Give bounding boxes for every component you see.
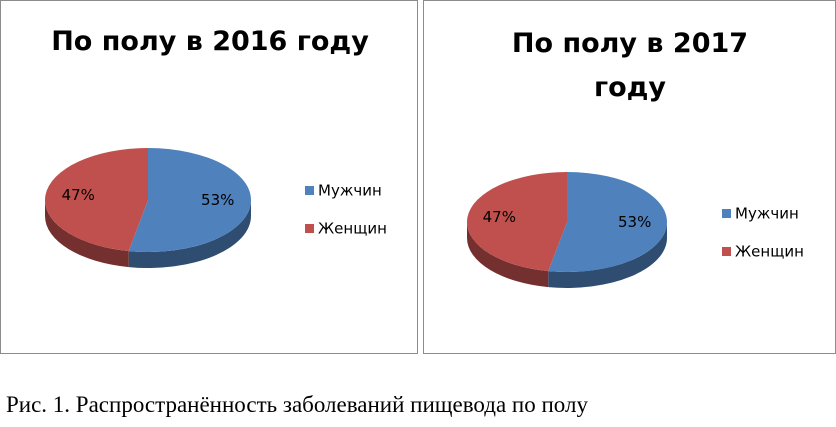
- pie-slice: [128, 148, 252, 252]
- data-label: 47%: [483, 208, 516, 226]
- legend-swatch: [722, 209, 731, 218]
- legend-swatch: [722, 247, 731, 256]
- chart-title: По полу в 2017 году: [511, 28, 749, 103]
- pie-slice: [548, 172, 668, 272]
- legend-swatch: [305, 224, 314, 233]
- pie-slice: [45, 148, 149, 252]
- caption: Рис. 1. Распространённость заболеваний п…: [6, 392, 588, 417]
- data-label: 53%: [201, 191, 234, 209]
- data-label: 47%: [62, 186, 95, 204]
- chart-frame: [0, 0, 418, 354]
- pie-side: [128, 200, 251, 268]
- data-label: 53%: [618, 213, 651, 231]
- legend-label: Мужчин: [318, 182, 382, 200]
- pie-side: [548, 222, 667, 288]
- legend-label: Женщин: [735, 243, 804, 261]
- pie-slice: [466, 172, 567, 272]
- legend-label: Женщин: [318, 220, 387, 238]
- legend-label: Мужчин: [735, 205, 799, 223]
- chart-title: По полу в 2016 году: [51, 26, 369, 57]
- pie-side: [467, 222, 549, 288]
- legend-swatch: [305, 186, 314, 195]
- pie-side: [45, 200, 129, 268]
